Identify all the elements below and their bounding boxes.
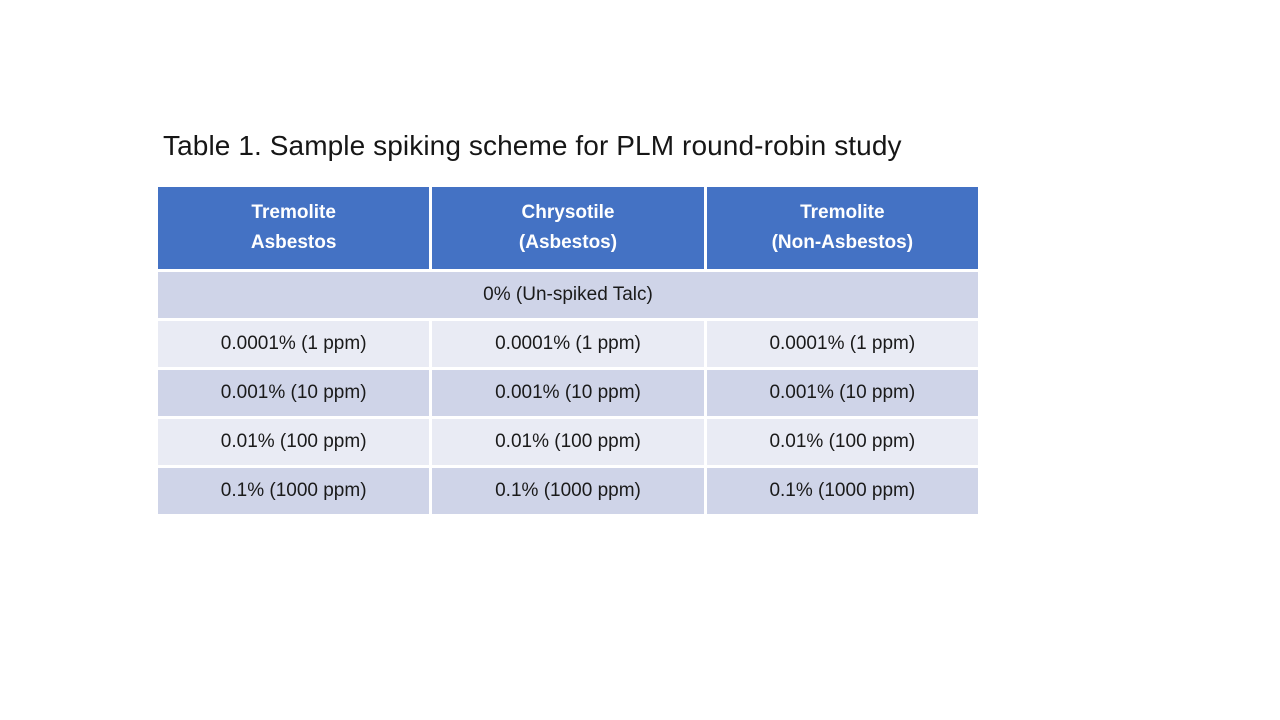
header-cell-tremolite-asbestos: Tremolite Asbestos	[158, 187, 430, 269]
merged-row-unspiked-talc: 0% (Un-spiked Talc)	[158, 272, 978, 318]
header-line: Chrysotile	[521, 202, 615, 223]
table-cell: 0.1% (1000 ppm)	[158, 468, 430, 514]
spiking-scheme-table: Tremolite Asbestos Chrysotile (Asbestos)…	[158, 187, 978, 514]
table-cell: 0.1% (1000 ppm)	[706, 468, 978, 514]
table-cell: 0.0001% (1 ppm)	[706, 321, 978, 367]
table-caption: Table 1. Sample spiking scheme for PLM r…	[163, 130, 902, 161]
header-line: Asbestos	[250, 232, 337, 253]
table-cell: 0.001% (10 ppm)	[432, 370, 704, 416]
header-line: Tremolite	[251, 202, 336, 223]
header-cell-chrysotile-asbestos: Chrysotile (Asbestos)	[432, 187, 704, 269]
header-line: (Asbestos)	[518, 232, 618, 253]
table-cell: 0.01% (100 ppm)	[158, 419, 430, 465]
header-cell-tremolite-non-asbestos: Tremolite (Non-Asbestos)	[706, 187, 978, 269]
header-line: Tremolite	[800, 202, 885, 223]
table-cell: 0.01% (100 ppm)	[706, 419, 978, 465]
table-cell: 0.01% (100 ppm)	[432, 419, 704, 465]
header-line: (Non-Asbestos)	[771, 232, 914, 253]
table-cell: 0.0001% (1 ppm)	[432, 321, 704, 367]
table-cell: 0.1% (1000 ppm)	[432, 468, 704, 514]
table-cell: 0.001% (10 ppm)	[158, 370, 430, 416]
table-cell: 0.0001% (1 ppm)	[158, 321, 430, 367]
table-cell: 0.001% (10 ppm)	[706, 370, 978, 416]
